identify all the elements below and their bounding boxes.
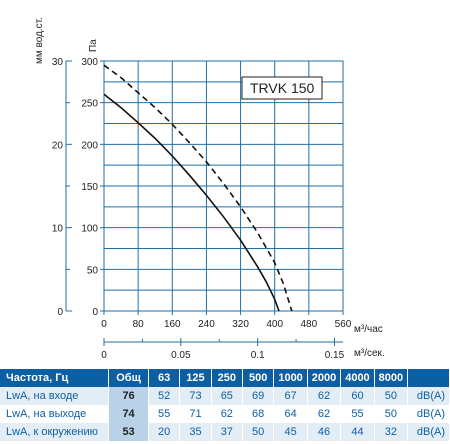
cell-8000: 50 bbox=[374, 405, 409, 423]
y-tick-label: 100 bbox=[81, 224, 98, 235]
cell-2000: 46 bbox=[307, 423, 342, 441]
cell-500: 69 bbox=[242, 387, 275, 405]
secondary-x-tick-label: 0.1 bbox=[251, 350, 265, 361]
header-63: 63 bbox=[148, 369, 181, 387]
row-label: LwA, на выходе bbox=[0, 405, 110, 423]
x-tick-label: 400 bbox=[266, 319, 283, 330]
y-tick-label: 0 bbox=[92, 307, 98, 318]
cell-250: 62 bbox=[211, 405, 244, 423]
cell-250: 37 bbox=[211, 423, 244, 441]
row-unit: dB(A) bbox=[407, 405, 450, 423]
y-axis-unit: Па bbox=[88, 39, 99, 52]
y-tick-label: 50 bbox=[87, 265, 99, 276]
cell-1000: 64 bbox=[273, 405, 308, 423]
x-tick-label: 480 bbox=[301, 319, 318, 330]
secondary-y-axis-unit: мм вод.ст. bbox=[34, 17, 45, 64]
header-125: 125 bbox=[179, 369, 212, 387]
row-label: LwA, к окружению bbox=[0, 423, 110, 441]
model-label: TRVK 150 bbox=[250, 80, 315, 96]
cell-63: 55 bbox=[148, 405, 181, 423]
x-tick-label: 560 bbox=[335, 319, 352, 330]
x-tick-label: 0 bbox=[101, 319, 107, 330]
cell-4000: 60 bbox=[340, 387, 375, 405]
cell-63: 52 bbox=[148, 387, 181, 405]
table-row: LwA, на входе 76 52 73 65 69 67 62 60 50… bbox=[0, 387, 450, 405]
x-axis-unit: м³/час bbox=[354, 324, 383, 335]
cell-500: 50 bbox=[242, 423, 275, 441]
cell-2000: 62 bbox=[307, 405, 342, 423]
cell-1000: 67 bbox=[273, 387, 308, 405]
secondary-y-axis-ticks: 0 10 20 30 bbox=[52, 57, 64, 318]
secondary-x-axis-ticks: 0 0.05 0.1 0.15 bbox=[101, 350, 344, 361]
table-row: LwA, к окружению 53 20 35 37 50 45 46 44… bbox=[0, 423, 450, 441]
secondary-x-axis-unit: м³/сек. bbox=[354, 348, 385, 359]
header-500: 500 bbox=[242, 369, 275, 387]
secondary-x-tick-label: 0.05 bbox=[171, 350, 191, 361]
noise-level-table: Частота, Гц Общ 63 125 250 500 1000 2000… bbox=[0, 369, 450, 441]
cell-500: 68 bbox=[242, 405, 275, 423]
y-tick-label: 150 bbox=[81, 182, 98, 193]
cell-8000: 50 bbox=[374, 387, 409, 405]
fan-performance-chart: 0 80 160 240 320 400 480 560 050100150200250300… bbox=[34, 17, 385, 361]
row-label: LwA, на входе bbox=[0, 387, 110, 405]
dashed-curve bbox=[103, 64, 293, 312]
row-total: 53 bbox=[108, 423, 149, 441]
table-row: LwA, на выходе 74 55 71 62 68 64 62 55 5… bbox=[0, 405, 450, 423]
row-total: 76 bbox=[108, 387, 149, 405]
cell-125: 71 bbox=[179, 405, 212, 423]
x-tick-label: 160 bbox=[164, 319, 181, 330]
cell-4000: 55 bbox=[340, 405, 375, 423]
cell-63: 20 bbox=[148, 423, 181, 441]
secondary-x-tick-label: 0 bbox=[101, 350, 107, 361]
noise-table-header: Частота, Гц Общ 63 125 250 500 1000 2000… bbox=[0, 369, 450, 387]
cell-125: 35 bbox=[179, 423, 212, 441]
cell-4000: 44 bbox=[340, 423, 375, 441]
x-tick-label: 320 bbox=[232, 319, 249, 330]
cell-250: 65 bbox=[211, 387, 244, 405]
x-axis-ticks: 0 80 160 240 320 400 480 560 bbox=[101, 319, 352, 330]
secondary-y-tick-label: 10 bbox=[52, 224, 64, 235]
secondary-x-tick-label: 0.15 bbox=[325, 350, 345, 361]
model-label-box bbox=[241, 76, 323, 100]
header-total: Общ bbox=[108, 369, 149, 387]
secondary-y-tick-label: 30 bbox=[52, 57, 64, 68]
x-tick-label: 240 bbox=[198, 319, 215, 330]
y-tick-label: 250 bbox=[81, 99, 98, 110]
header-2000: 2000 bbox=[307, 369, 342, 387]
row-unit: dB(A) bbox=[407, 387, 450, 405]
header-4000: 4000 bbox=[340, 369, 375, 387]
cell-2000: 62 bbox=[307, 387, 342, 405]
header-frequency: Частота, Гц bbox=[0, 369, 110, 387]
cell-125: 73 bbox=[179, 387, 212, 405]
performance-curves bbox=[103, 64, 293, 312]
header-1000: 1000 bbox=[273, 369, 308, 387]
secondary-y-tick-label: 0 bbox=[57, 307, 63, 318]
y-tick-label: 300 bbox=[81, 57, 98, 68]
solid-curve bbox=[103, 93, 280, 312]
row-unit: dB(A) bbox=[407, 423, 450, 441]
header-250: 250 bbox=[211, 369, 244, 387]
x-tick-label: 80 bbox=[133, 319, 145, 330]
cell-1000: 45 bbox=[273, 423, 308, 441]
header-unit bbox=[407, 369, 450, 387]
row-total: 74 bbox=[108, 405, 149, 423]
secondary-y-tick-label: 20 bbox=[52, 140, 64, 151]
y-axis-ticks: 0 50 100 150 200 250 300 bbox=[81, 57, 98, 318]
chart-grid bbox=[65, 60, 344, 346]
header-8000: 8000 bbox=[374, 369, 409, 387]
y-tick-label: 200 bbox=[81, 140, 98, 151]
cell-8000: 32 bbox=[374, 423, 409, 441]
